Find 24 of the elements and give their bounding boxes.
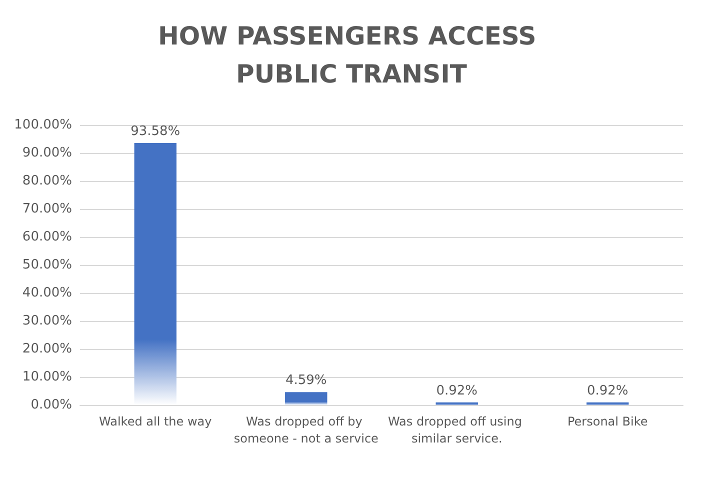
data-label: 93.58% xyxy=(130,124,180,139)
y-tick-label: 20.00% xyxy=(22,342,72,356)
x-tick-label: Personal Bike xyxy=(567,414,648,428)
x-tick-label: Walked all the way xyxy=(99,414,212,428)
y-tick-label: 60.00% xyxy=(22,230,72,244)
y-tick-label: 50.00% xyxy=(22,258,72,272)
y-tick-label: 10.00% xyxy=(22,370,72,384)
x-tick-label: Was dropped off using similar service. xyxy=(388,414,526,446)
y-tick-label: 40.00% xyxy=(22,286,72,300)
bar xyxy=(436,402,478,405)
x-tick-label: Was dropped off by someone - not a service xyxy=(234,414,378,446)
y-tick-label: 70.00% xyxy=(22,202,72,216)
y-tick-label: 80.00% xyxy=(22,174,72,188)
bar xyxy=(586,402,629,405)
bar xyxy=(285,392,328,405)
data-label: 0.92% xyxy=(436,383,478,398)
y-tick-label: 0.00% xyxy=(30,398,72,412)
data-label: 0.92% xyxy=(586,383,628,398)
y-tick-label: 100.00% xyxy=(14,118,72,132)
chart-title: HOW PASSENGERS ACCESS PUBLIC TRANSIT xyxy=(158,22,545,88)
data-label: 4.59% xyxy=(285,373,327,388)
bar xyxy=(134,142,176,405)
y-tick-label: 90.00% xyxy=(22,146,72,160)
y-tick-label: 30.00% xyxy=(22,314,72,328)
